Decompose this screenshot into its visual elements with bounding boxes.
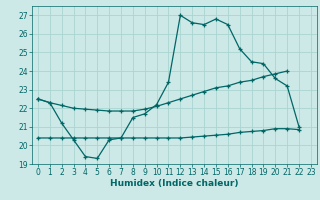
X-axis label: Humidex (Indice chaleur): Humidex (Indice chaleur)	[110, 179, 239, 188]
